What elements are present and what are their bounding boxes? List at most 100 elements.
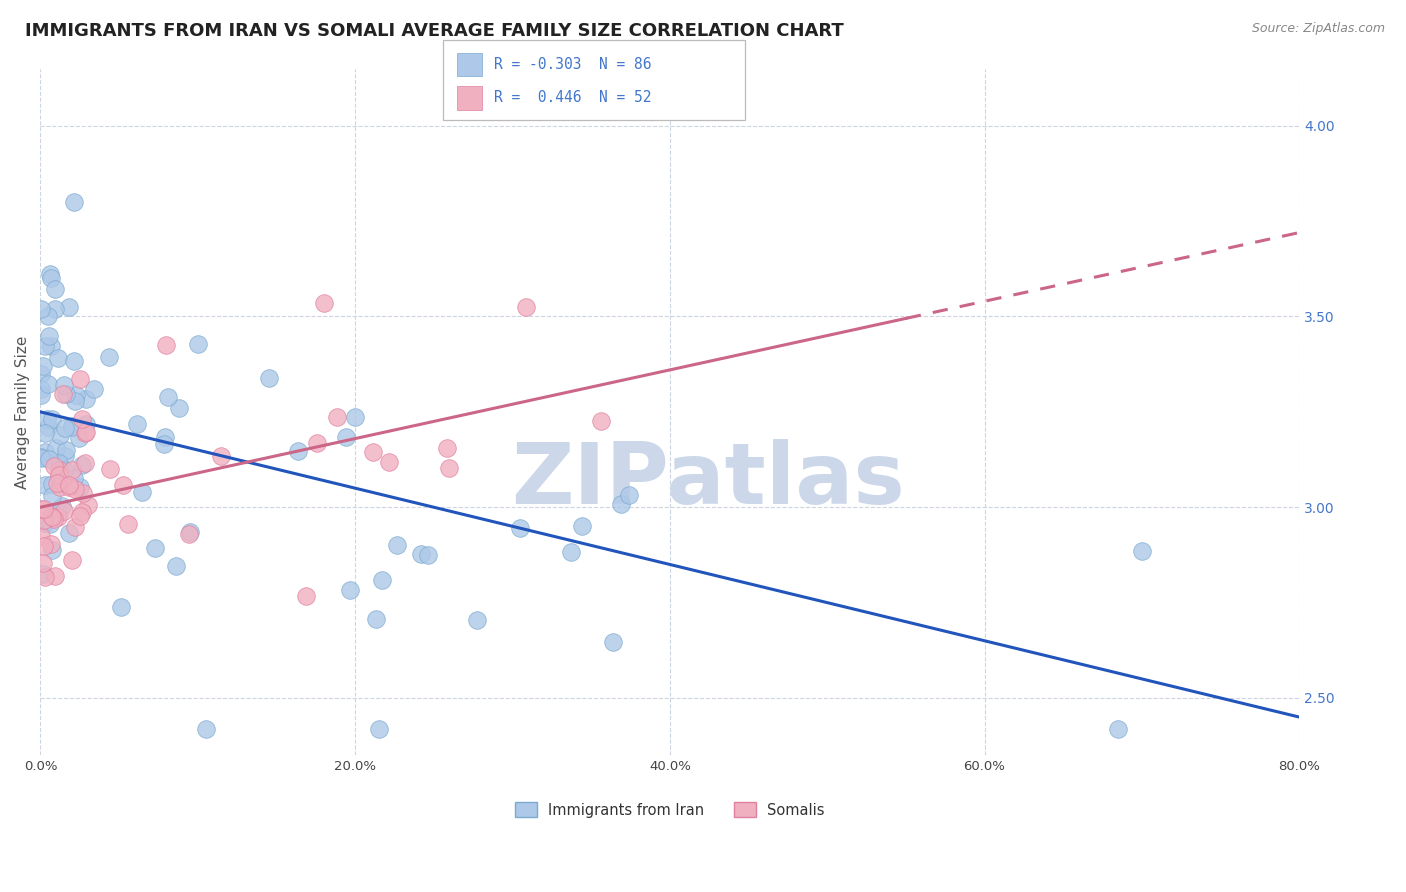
Point (44, 511, 66, 525)
Point (127, 417, 149, 431)
Point (30, 302, 52, 317)
Point (377, 455, 399, 469)
Point (55, 386, 77, 401)
Point (39, 267, 62, 281)
Point (38, 452, 60, 467)
Point (155, 337, 177, 351)
Point (38, 328, 60, 343)
Point (53, 449, 76, 463)
Text: ZIPatlas: ZIPatlas (510, 439, 904, 522)
Point (73, 425, 96, 440)
Point (32, 502, 55, 516)
Point (560, 545, 582, 559)
Point (436, 441, 458, 455)
Point (60, 419, 83, 434)
Point (409, 547, 432, 561)
Point (344, 409, 367, 424)
Point (110, 600, 132, 615)
Point (67, 431, 90, 445)
Point (32, 556, 55, 570)
Text: R = -0.303  N = 86: R = -0.303 N = 86 (494, 57, 651, 71)
Point (34, 570, 56, 584)
Point (418, 548, 440, 562)
Point (75, 392, 97, 407)
Point (571, 518, 593, 533)
Point (34, 425, 56, 440)
Text: R =  0.446  N = 52: R = 0.446 N = 52 (494, 90, 651, 105)
Point (39, 517, 62, 532)
Point (30, 450, 52, 465)
Point (187, 336, 209, 351)
Point (34, 338, 56, 352)
Point (34, 445, 56, 459)
Point (41, 411, 63, 425)
Point (77, 499, 100, 513)
Point (305, 436, 328, 450)
Point (37, 376, 59, 391)
Point (179, 525, 201, 540)
Point (194, 722, 217, 736)
Point (314, 296, 336, 310)
Point (60, 420, 83, 434)
Point (73, 456, 96, 470)
Point (326, 410, 349, 425)
Point (153, 430, 176, 444)
Point (335, 430, 357, 444)
Point (63, 393, 86, 408)
Point (37, 420, 59, 434)
Point (41, 542, 63, 557)
Point (48, 456, 70, 470)
Point (143, 541, 166, 555)
Point (257, 371, 280, 385)
Point (367, 722, 389, 736)
Point (37, 309, 59, 323)
Point (370, 574, 392, 588)
Point (48, 468, 70, 483)
Point (39, 338, 62, 352)
Point (117, 516, 139, 531)
Point (58, 301, 80, 315)
Point (31, 567, 53, 582)
Point (44, 459, 66, 474)
Point (46, 351, 69, 366)
Point (58, 479, 80, 493)
Point (209, 449, 232, 463)
Point (32, 539, 55, 553)
Point (98, 350, 121, 364)
Point (32, 513, 55, 527)
Point (53, 378, 76, 392)
Point (387, 538, 409, 552)
Point (46, 509, 69, 524)
Point (53, 421, 76, 435)
Point (55, 443, 77, 458)
Point (30, 388, 52, 402)
Point (58, 526, 80, 541)
Point (1130, 543, 1153, 558)
Point (39, 537, 62, 551)
Point (52, 463, 75, 477)
Point (69, 508, 91, 523)
Point (63, 483, 86, 497)
Point (44, 569, 66, 583)
Point (179, 526, 201, 541)
Point (361, 445, 384, 459)
Text: Source: ZipAtlas.com: Source: ZipAtlas.com (1251, 22, 1385, 36)
Point (41, 489, 63, 503)
Point (75, 417, 97, 431)
Point (63, 471, 86, 485)
Point (48, 462, 70, 476)
Point (589, 413, 612, 427)
Point (617, 488, 640, 502)
Legend: Immigrants from Iran, Somalis: Immigrants from Iran, Somalis (509, 797, 831, 823)
Point (131, 484, 153, 499)
Point (44, 302, 66, 317)
Point (1107, 722, 1129, 736)
Point (65, 388, 87, 402)
Point (63, 194, 86, 209)
Point (30, 367, 52, 381)
Point (156, 390, 179, 404)
Point (63, 520, 86, 534)
Point (45, 441, 67, 455)
Point (69, 480, 91, 494)
Point (62, 354, 84, 368)
